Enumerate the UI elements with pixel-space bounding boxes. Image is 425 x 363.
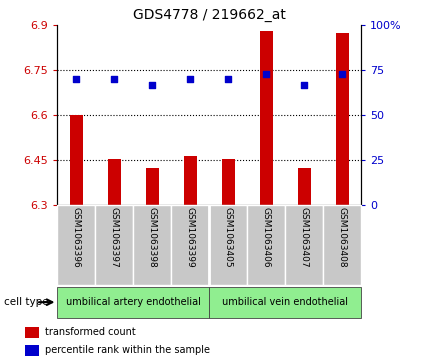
- Bar: [336, 33, 349, 205]
- Bar: [70, 115, 83, 205]
- Text: GSM1063398: GSM1063398: [148, 208, 157, 268]
- Text: GSM1063405: GSM1063405: [224, 208, 233, 268]
- Bar: [323, 205, 361, 285]
- Point: [301, 82, 308, 87]
- Point: [111, 77, 118, 82]
- Bar: [57, 205, 95, 285]
- Text: GSM1063399: GSM1063399: [186, 208, 195, 268]
- Text: cell type: cell type: [4, 297, 49, 307]
- Point: [339, 71, 346, 77]
- Bar: [95, 205, 133, 285]
- Bar: [57, 287, 209, 318]
- Text: percentile rank within the sample: percentile rank within the sample: [45, 345, 210, 355]
- Point: [225, 77, 232, 82]
- Bar: [108, 159, 121, 205]
- Point: [187, 77, 194, 82]
- Text: transformed count: transformed count: [45, 327, 136, 337]
- Bar: [184, 156, 197, 205]
- Bar: [222, 159, 235, 205]
- Bar: [209, 205, 247, 285]
- Point: [149, 82, 156, 87]
- Text: GSM1063408: GSM1063408: [338, 208, 347, 268]
- Bar: [133, 205, 171, 285]
- Point: [73, 77, 80, 82]
- Text: GSM1063397: GSM1063397: [110, 208, 119, 268]
- Bar: [247, 205, 285, 285]
- Text: GSM1063406: GSM1063406: [262, 208, 271, 268]
- Text: umbilical artery endothelial: umbilical artery endothelial: [66, 297, 201, 307]
- Bar: [285, 205, 323, 285]
- Bar: [209, 287, 361, 318]
- Text: GSM1063396: GSM1063396: [72, 208, 81, 268]
- Bar: [298, 168, 311, 205]
- Bar: [146, 168, 159, 205]
- Bar: [25, 327, 39, 338]
- Bar: [171, 205, 209, 285]
- Title: GDS4778 / 219662_at: GDS4778 / 219662_at: [133, 8, 286, 22]
- Text: umbilical vein endothelial: umbilical vein endothelial: [222, 297, 348, 307]
- Bar: [260, 32, 273, 205]
- Bar: [25, 345, 39, 356]
- Text: GSM1063407: GSM1063407: [300, 208, 309, 268]
- Point: [263, 71, 270, 77]
